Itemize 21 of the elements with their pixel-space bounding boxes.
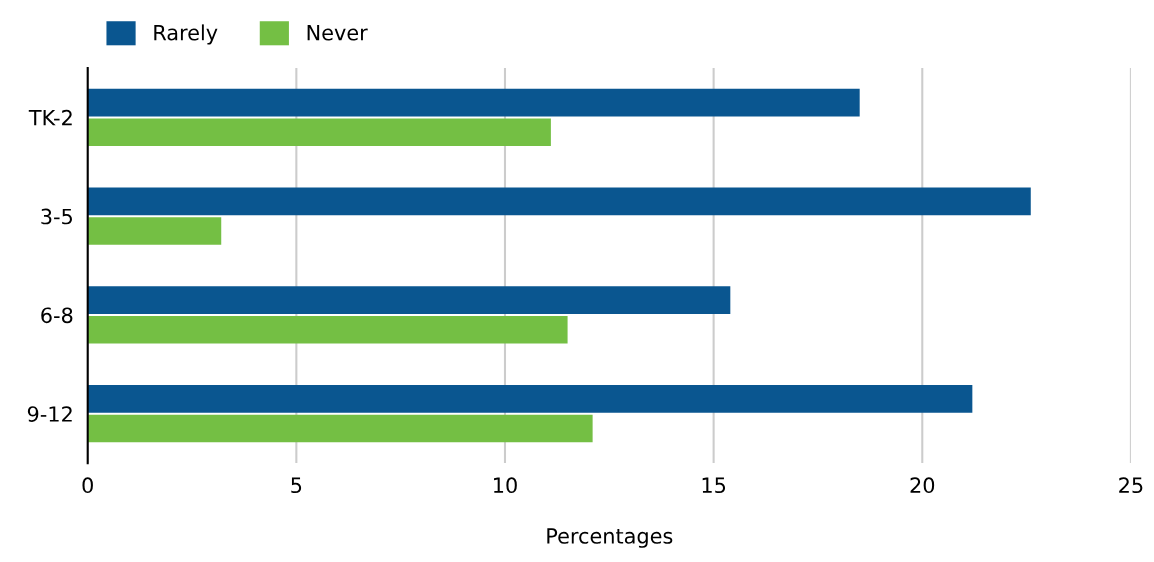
legend-label: Rarely xyxy=(154,24,218,45)
x-tick-label: 5 xyxy=(291,477,302,494)
bar xyxy=(87,385,973,413)
bar xyxy=(87,217,222,245)
x-tick-label: 25 xyxy=(1119,477,1143,494)
bar xyxy=(87,118,551,147)
legend-label: Never xyxy=(307,25,368,41)
y-tick-label: 9-12 xyxy=(27,406,72,422)
y-tick-label: TK-2 xyxy=(28,109,72,126)
y-tick-label: 3-5 xyxy=(41,208,72,225)
bar xyxy=(87,315,568,344)
x-tick-label: 10 xyxy=(494,477,517,494)
y-tick-label: 6-8 xyxy=(41,307,73,324)
bar xyxy=(87,88,860,117)
bar xyxy=(87,286,731,314)
bar xyxy=(87,414,593,443)
x-tick-label: 15 xyxy=(702,477,726,494)
x-tick-label: 0 xyxy=(82,477,93,494)
x-axis-title: Percentages xyxy=(547,528,673,548)
bar xyxy=(87,187,1031,216)
x-tick-label: 20 xyxy=(910,477,935,494)
